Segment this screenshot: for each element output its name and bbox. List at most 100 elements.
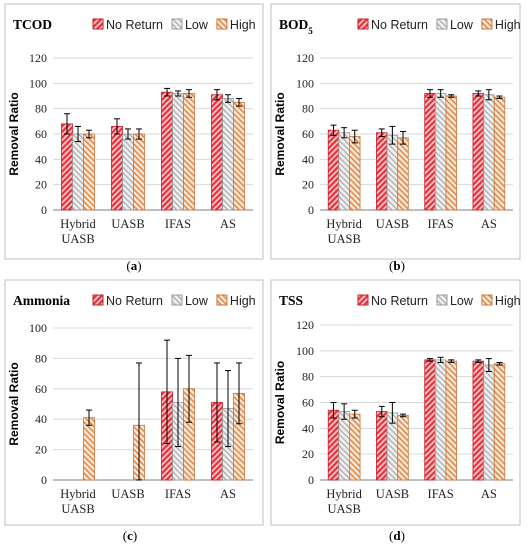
y-tick-label: 120 [29,51,47,65]
bar [133,133,145,211]
bar [493,363,506,481]
x-tick-label: Hybrid [60,487,96,501]
x-tick-label: AS [220,217,236,231]
bar [183,93,195,211]
panel-frame [4,3,264,260]
bar [424,93,436,211]
bar [349,413,361,481]
panel-frame [270,3,521,260]
x-tick-label: IFAS [165,487,191,501]
bar [434,93,447,211]
bar [386,134,399,211]
chart-title-subscript: 5 [308,26,313,36]
legend-swatch [171,294,183,306]
bar [376,132,388,211]
bar [327,129,340,211]
y-tick-label: 60 [302,396,314,410]
legend-label: High [495,18,521,32]
bar [111,126,123,211]
chart-title: BOD5 [279,17,313,36]
y-tick-label: 80 [35,351,47,365]
x-tick-label: IFAS [428,487,454,501]
legend-swatch [357,18,369,30]
x-tick-label: UASB [376,217,409,231]
y-tick-label: 20 [35,443,47,457]
y-tick-label: 100 [296,344,314,358]
bar [472,360,484,481]
y-tick-label: 120 [296,51,314,65]
bar [327,409,340,481]
y-tick-label: 0 [308,203,314,217]
bar [434,359,447,481]
y-tick-label: 40 [35,412,47,426]
bar [483,94,495,211]
legend-swatch [216,294,228,306]
legend-label: Low [450,18,474,32]
bar [376,411,388,481]
chart-title: TCOD [13,17,52,32]
bar [445,360,457,481]
bar [172,93,184,211]
chart-title: TSS [279,293,303,308]
legend-label: No Return [371,294,428,308]
y-axis-label: Removal Ratio [7,362,21,445]
legend-swatch [481,294,493,306]
bar [72,133,84,211]
bar [161,91,173,211]
legend-label: No Return [371,18,428,32]
legend-label: High [495,294,521,308]
chart-panel: 0 20 40 60 80 100 Removal Ratio Ammonia No Retur… [4,279,264,543]
y-tick-label: 60 [35,382,47,396]
x-tick-label: UASB [327,232,360,246]
legend-swatch [481,18,493,30]
x-tick-label: IFAS [428,217,454,231]
panel-letter: a [131,258,138,273]
x-tick-label: IFAS [165,217,191,231]
bar [493,96,506,211]
x-tick-label: Hybrid [60,217,96,231]
panel-frame [4,279,264,526]
x-tick-label: UASB [111,217,144,231]
y-tick-label: 0 [308,473,314,487]
bar [211,94,223,211]
bar [445,95,457,211]
panel-label: (b) [389,258,405,273]
chart-panel: 0 20 40 60 80 100 120 Removal Ratio BOD5 No Retur… [270,3,521,273]
bar [338,132,350,211]
legend-swatch [171,18,183,30]
panel-label: (d) [389,528,405,543]
x-tick-label: AS [481,217,497,231]
bar [424,359,436,481]
chart-title: Ammonia [13,293,70,308]
bar [233,101,245,211]
x-tick-label: AS [220,487,236,501]
panel-label: (a) [126,258,141,273]
bar [338,411,350,481]
y-tick-label: 60 [35,127,47,141]
y-tick-label: 80 [302,102,314,116]
x-tick-label: Hybrid [326,217,362,231]
chart-panel: 0 20 40 60 80 100 120 Removal Ratio TCOD No Retur… [4,3,264,273]
legend-swatch [436,294,448,306]
legend-label: High [230,294,256,308]
panel-letter: d [393,528,401,543]
y-axis-label: Removal Ratio [273,361,287,444]
y-tick-label: 20 [35,178,47,192]
y-axis-label: Removal Ratio [273,92,287,175]
panel-letter: b [393,258,400,273]
y-tick-label: 0 [41,473,47,487]
y-tick-label: 60 [302,127,314,141]
y-tick-label: 100 [29,321,47,335]
legend-label: Low [185,294,209,308]
y-tick-label: 0 [41,203,47,217]
y-tick-label: 20 [302,178,314,192]
x-tick-label: UASB [61,502,94,516]
x-tick-label: UASB [327,502,360,516]
bar [349,136,361,211]
bar [397,137,409,211]
bar [472,93,484,211]
y-tick-label: 40 [35,152,47,166]
legend-swatch [216,18,228,30]
legend-label: High [230,18,256,32]
